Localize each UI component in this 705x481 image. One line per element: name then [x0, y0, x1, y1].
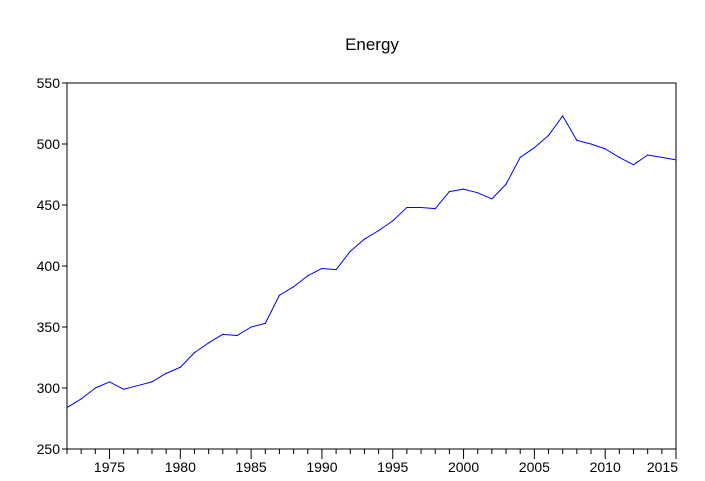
- x-tick-label: 1975: [94, 459, 125, 475]
- data-point: [505, 183, 507, 185]
- data-point: [179, 366, 181, 368]
- data-point: [293, 286, 295, 288]
- data-point: [108, 381, 111, 383]
- x-tick-label: 1995: [377, 459, 408, 475]
- data-point: [675, 159, 677, 161]
- plot-frame: [66, 82, 677, 450]
- chart-title: Energy: [345, 35, 399, 54]
- y-tick-label: 550: [37, 75, 61, 91]
- data-point: [278, 294, 281, 296]
- x-tick-label: 2010: [590, 459, 621, 475]
- y-tick-label: 300: [37, 380, 61, 396]
- y-tick-label: 500: [37, 136, 61, 152]
- data-point: [448, 190, 450, 193]
- y-tick-label: 350: [37, 319, 61, 335]
- data-point: [576, 139, 578, 141]
- data-point: [123, 388, 125, 390]
- data-point: [392, 220, 394, 222]
- data-point: [80, 398, 82, 400]
- data-point: [165, 372, 167, 374]
- x-tick-label: 1980: [165, 459, 196, 475]
- data-point: [193, 352, 196, 354]
- data-point: [406, 206, 408, 209]
- data-point: [307, 275, 309, 277]
- data-point: [618, 156, 620, 159]
- data-point: [632, 164, 635, 166]
- data-point: [562, 115, 564, 117]
- data-point: [250, 326, 252, 328]
- series-layer: [66, 115, 677, 409]
- x-tick-label: 1985: [236, 459, 267, 475]
- y-axis: 250 300 350 400 450 500 550: [37, 75, 67, 457]
- data-point: [377, 230, 380, 232]
- data-point: [547, 134, 550, 137]
- data-point: [604, 148, 606, 150]
- x-axis: 1975 1980 1985 1990 1995 2000 2005 2010 2015: [66, 449, 678, 475]
- data-point: [349, 250, 351, 252]
- data-point: [533, 147, 535, 149]
- data-point: [151, 381, 153, 383]
- x-tick-label: 2015: [647, 459, 678, 475]
- x-tick-label: 1990: [306, 459, 337, 475]
- data-point: [137, 384, 139, 387]
- x-tick-label: 2005: [519, 459, 550, 475]
- data-point: [94, 387, 96, 389]
- x-tick-label: 2000: [448, 459, 479, 475]
- data-point: [462, 188, 465, 190]
- y-tick-label: 250: [37, 441, 61, 457]
- data-point: [208, 342, 210, 344]
- y-tick-label: 450: [37, 197, 61, 213]
- data-point: [66, 406, 68, 409]
- data-point: [519, 156, 521, 159]
- data-point: [420, 206, 422, 209]
- data-point: [264, 322, 266, 324]
- data-point: [236, 334, 238, 337]
- data-point: [491, 198, 493, 200]
- data-point: [335, 269, 337, 271]
- data-point: [222, 333, 224, 335]
- data-point: [363, 238, 366, 240]
- y-tick-label: 400: [37, 258, 61, 274]
- data-point: [590, 143, 592, 145]
- data-point: [661, 156, 663, 159]
- data-point: [647, 154, 649, 156]
- data-point: [434, 208, 436, 210]
- series-line-energy: [66, 115, 677, 408]
- data-point: [477, 192, 479, 194]
- data-point: [321, 267, 323, 270]
